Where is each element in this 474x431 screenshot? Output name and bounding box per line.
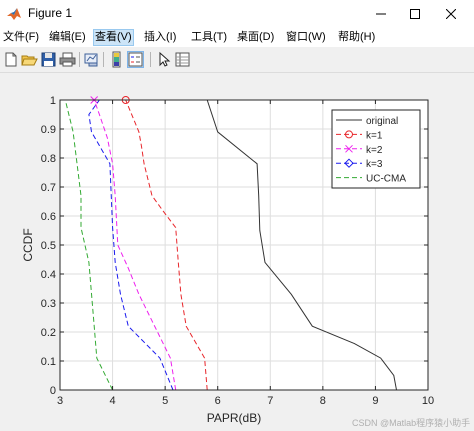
series-line-2 <box>93 99 177 391</box>
title-bar[interactable]: Figure 1 <box>0 0 474 28</box>
new-figure-icon <box>5 52 17 67</box>
toolbar-separator <box>150 52 151 67</box>
x-tick-label: 7 <box>267 395 273 407</box>
x-tick-label: 3 <box>57 395 63 407</box>
series-line-1 <box>125 99 208 391</box>
x-axis-label: PAPR(dB) <box>207 411 261 425</box>
y-tick-label: 0.7 <box>41 182 56 194</box>
menu-window[interactable]: 窗口(W) <box>286 31 326 43</box>
y-tick-label: 0.6 <box>41 211 56 223</box>
x-tick-label: 5 <box>162 395 168 407</box>
x-tick-label: 4 <box>110 395 116 407</box>
minimize-icon <box>376 13 386 15</box>
toolbar-separator <box>79 52 80 67</box>
maximize-button[interactable] <box>392 0 438 28</box>
menu-bar: 文件(F) 编辑(E) 查看(V) 插入(I) 工具(T) 桌面(D) 窗口(W… <box>0 28 474 47</box>
new-figure-button[interactable] <box>2 51 19 68</box>
open-file-button[interactable] <box>21 51 38 68</box>
insert-legend-icon <box>128 52 143 67</box>
figure-canvas: 3 4 5 6 7 8 9 10 0 0.1 0.2 0.3 0.4 0.5 0.6 0.7 0.8 0.9 1 P… <box>0 73 474 431</box>
menu-insert[interactable]: 插入(I) <box>144 31 177 43</box>
link-plot-button[interactable] <box>83 51 100 68</box>
x-tick-label: 6 <box>215 395 221 407</box>
close-icon <box>446 9 456 19</box>
ccdf-plot: 3 4 5 6 7 8 9 10 0 0.1 0.2 0.3 0.4 0.5 0.6 0.7 0.8 0.9 1 P… <box>21 95 434 425</box>
series-line-0 <box>206 99 397 391</box>
x-tick-label: 10 <box>422 395 434 407</box>
window-title: Figure 1 <box>28 6 73 20</box>
link-plot-icon <box>84 53 98 67</box>
menu-desktop[interactable]: 桌面(D) <box>237 31 275 43</box>
save-button[interactable] <box>40 51 57 68</box>
legend-entry: k=3 <box>366 159 383 170</box>
y-tick-label: 0.3 <box>41 298 56 310</box>
print-icon <box>59 52 76 67</box>
toolbar <box>0 47 474 73</box>
menu-tools[interactable]: 工具(T) <box>191 31 228 43</box>
maximize-icon <box>410 9 420 19</box>
series-line-3 <box>88 99 174 391</box>
legend-entry: k=1 <box>366 130 383 141</box>
legend-marker <box>345 144 353 153</box>
print-button[interactable] <box>59 51 76 68</box>
edit-plot-button[interactable] <box>155 51 172 68</box>
insert-legend-button[interactable] <box>127 51 144 68</box>
legend-entry: original <box>366 116 398 127</box>
y-tick-label: 0.2 <box>41 327 56 339</box>
legend-entry: k=2 <box>366 145 383 156</box>
legend-marker <box>344 158 354 168</box>
property-inspector-button[interactable] <box>174 51 191 68</box>
insert-colorbar-button[interactable] <box>108 51 125 68</box>
menu-file[interactable]: 文件(F) <box>3 31 40 43</box>
insert-colorbar-icon <box>112 51 121 68</box>
menu-help[interactable]: 帮助(H) <box>338 31 376 43</box>
legend-entry: UC-CMA <box>366 174 406 185</box>
edit-plot-arrow-icon <box>159 51 171 67</box>
property-inspector-icon <box>175 52 190 67</box>
y-tick-label: 0.8 <box>41 153 56 165</box>
y-tick-label: 0.9 <box>41 124 56 136</box>
y-tick-label: 0.4 <box>41 269 56 281</box>
watermark: CSDN @Matlab程序猿小助手 <box>352 418 471 428</box>
menu-edit[interactable]: 编辑(E) <box>49 31 86 43</box>
y-tick-label: 0.1 <box>41 356 56 368</box>
matlab-logo-icon <box>7 8 21 20</box>
series-line-4 <box>64 99 114 391</box>
x-tick-label: 9 <box>372 395 378 407</box>
close-button[interactable] <box>428 0 474 28</box>
save-icon <box>41 52 56 67</box>
x-tick-label: 8 <box>320 395 326 407</box>
toolbar-separator <box>103 52 104 67</box>
y-axis-label: CCDF <box>21 228 35 261</box>
y-tick-label: 1 <box>50 95 56 107</box>
menu-view[interactable]: 查看(V) <box>93 29 134 46</box>
minimize-button[interactable] <box>358 0 404 28</box>
legend-marker <box>345 130 353 139</box>
open-file-icon <box>21 55 38 66</box>
y-tick-label: 0 <box>50 385 56 397</box>
y-tick-label: 0.5 <box>41 240 56 252</box>
